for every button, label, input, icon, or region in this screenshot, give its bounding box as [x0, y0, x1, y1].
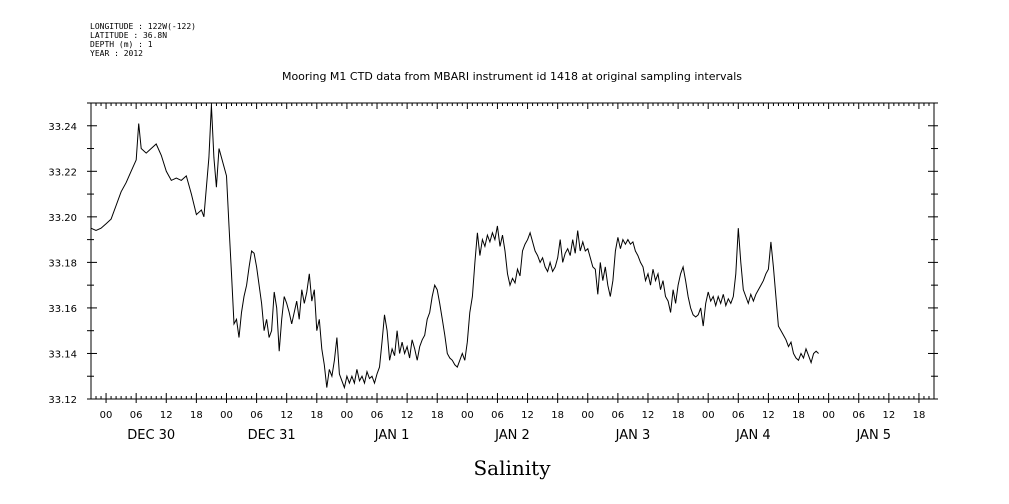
y-tick-label: 33.20	[48, 213, 77, 224]
hour-tick-label: 12	[521, 410, 534, 421]
year-text: YEAR : 2012	[90, 49, 143, 58]
plot-frame	[90, 102, 935, 400]
y-tick-label: 33.14	[48, 349, 77, 360]
x-axis-label: Salinity	[473, 456, 551, 480]
chart-title: Mooring M1 CTD data from MBARI instrumen…	[282, 70, 742, 83]
hour-tick-label: 12	[160, 410, 173, 421]
hour-tick-label: 00	[220, 410, 233, 421]
day-label: JAN 1	[374, 428, 410, 443]
day-label: DEC 30	[127, 428, 175, 443]
metadata-block: LONGITUDE : 122W(-122) LATITUDE : 36.8N …	[90, 22, 196, 58]
hour-tick-label: 06	[491, 410, 504, 421]
hour-tick-label: 00	[581, 410, 594, 421]
y-tick-label: 33.22	[48, 167, 77, 178]
hour-tick-label: 00	[100, 410, 113, 421]
hour-tick-label: 18	[190, 410, 203, 421]
hour-tick-label: 06	[732, 410, 745, 421]
hour-tick-label: 12	[401, 410, 414, 421]
x-axis-labels: 00 06 12 18 DEC 30 00 06 12 18 DEC 31 00 06 12 18 JAN …	[100, 410, 926, 443]
longitude-text: LONGITUDE : 122W(-122)	[90, 22, 196, 31]
hour-tick-label: 12	[762, 410, 775, 421]
y-tick-label: 33.12	[48, 395, 77, 406]
y-tick-label: 33.18	[48, 258, 77, 269]
day-label: JAN 2	[494, 428, 530, 443]
y-tick-label: 33.24	[48, 122, 77, 133]
day-label: JAN 3	[615, 428, 651, 443]
hour-tick-label: 18	[310, 410, 323, 421]
latitude-text: LATITUDE : 36.8N	[90, 31, 168, 40]
y-tick-label: 33.16	[48, 304, 77, 315]
day-label: DEC 31	[248, 428, 296, 443]
hour-tick-label: 18	[792, 410, 805, 421]
hour-tick-label: 18	[913, 410, 926, 421]
axis-ticks	[87, 102, 938, 403]
hour-tick-label: 06	[371, 410, 384, 421]
day-label: JAN 5	[855, 428, 891, 443]
y-axis-labels: 33.12 33.14 33.16 33.18 33.20 33.22 33.24	[48, 122, 77, 406]
hour-tick-label: 12	[280, 410, 293, 421]
hour-tick-label: 00	[461, 410, 474, 421]
hour-tick-label: 18	[672, 410, 685, 421]
hour-tick-label: 12	[882, 410, 895, 421]
day-label: JAN 4	[735, 428, 771, 443]
hour-tick-label: 18	[431, 410, 444, 421]
hour-tick-label: 00	[702, 410, 715, 421]
depth-text: DEPTH (m) : 1	[90, 40, 153, 49]
hour-tick-label: 06	[852, 410, 865, 421]
hour-tick-label: 00	[341, 410, 354, 421]
salinity-series-line	[90, 105, 819, 390]
hour-tick-label: 06	[250, 410, 263, 421]
hour-tick-label: 06	[612, 410, 625, 421]
hour-tick-label: 12	[642, 410, 655, 421]
hour-tick-label: 18	[551, 410, 564, 421]
hour-tick-label: 00	[822, 410, 835, 421]
hour-tick-label: 06	[130, 410, 143, 421]
